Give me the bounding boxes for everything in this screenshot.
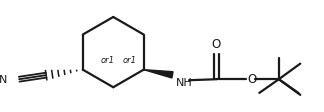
Text: O: O: [212, 38, 221, 51]
Text: NH: NH: [175, 78, 192, 88]
Text: or1: or1: [122, 56, 136, 65]
Polygon shape: [144, 70, 173, 78]
Text: O: O: [248, 73, 257, 86]
Text: or1: or1: [100, 56, 114, 65]
Text: N: N: [0, 75, 7, 85]
